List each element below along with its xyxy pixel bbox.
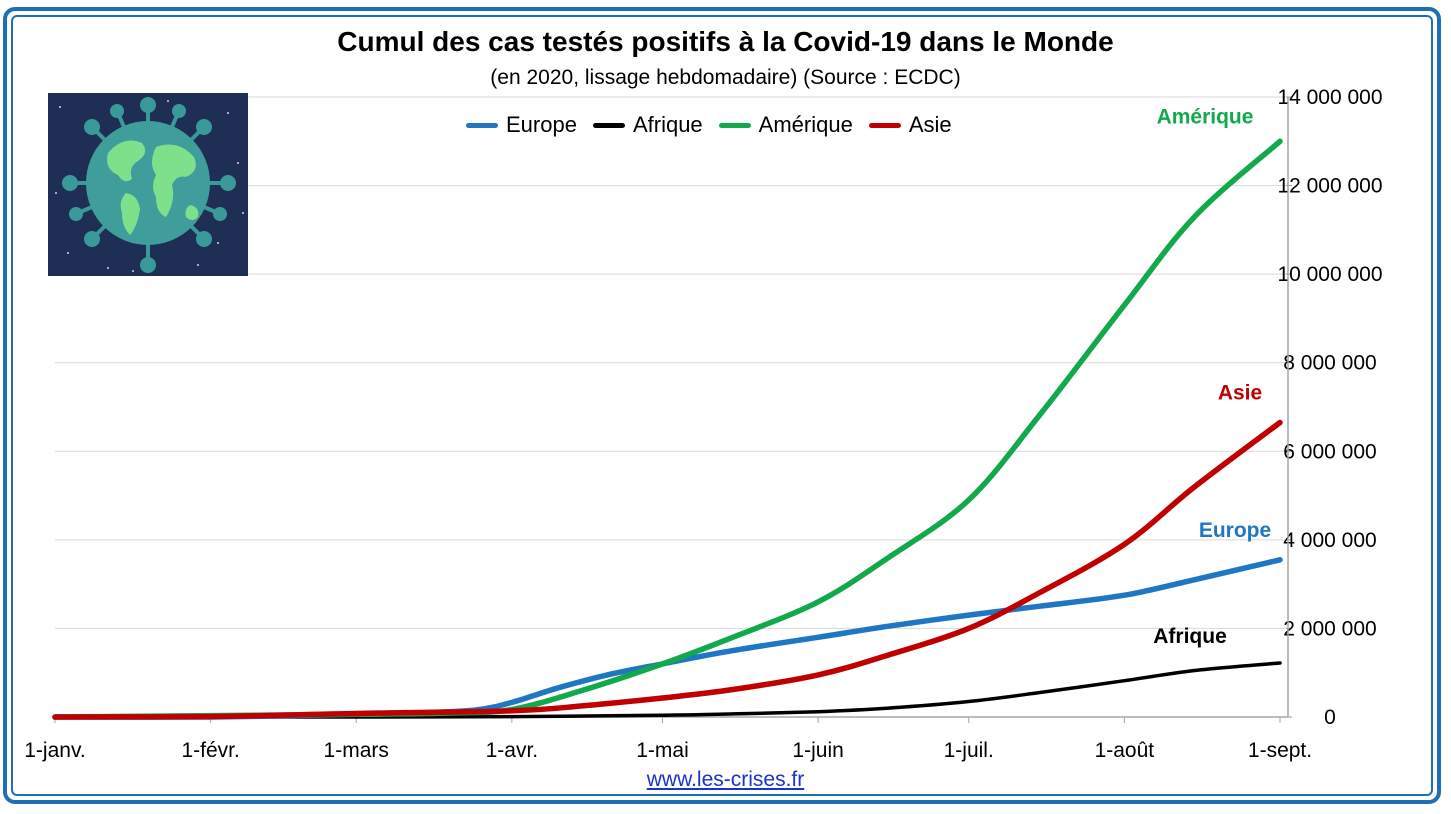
y-tick-label: 4 000 000 [1283,529,1376,552]
outer-frame [3,7,1441,804]
legend-label: Asie [908,112,952,137]
x-tick-label: 1-mars [324,739,389,762]
series-end-label: Asie [1218,382,1262,405]
legend-item: Afrique [592,112,703,138]
series-line-asie [52,419,1283,720]
inner-frame [11,15,1433,796]
y-tick-label: 8 000 000 [1283,352,1376,375]
legend-item: Europe [466,112,577,138]
x-tick-label: 1-mai [636,739,689,762]
legend-label: Amérique [758,112,853,137]
legend-swatch [868,122,901,128]
source-link[interactable]: www.les-crises.fr [646,768,805,791]
axes: 0 2 000 000 4 000 000 6 000 000 8 000 000 10 … [24,86,1382,762]
series-end-label: Afrique [1153,625,1227,648]
y-tick-label: 0 [1324,706,1336,729]
chart-subtitle: (en 2020, lissage hebdomadaire) (Source … [490,66,961,89]
x-tick-label: 1-avr. [486,739,539,762]
y-tick-label: 2 000 000 [1283,617,1376,640]
legend-swatch [718,122,751,128]
x-tick-label: 1-janv. [24,739,85,762]
legend-item: Amérique [718,112,853,138]
x-tick-label: 1-sept. [1248,739,1312,762]
series-line-europe [52,557,1283,720]
chart-title: Cumul des cas testés positifs à la Covid… [337,26,1114,57]
series-end-label: Europe [1199,519,1271,542]
y-tick-label: 12 000 000 [1277,175,1382,198]
chart-legend: Europe Afrique Amérique Asie [466,112,952,138]
series-line-afrique [53,661,1282,719]
y-tick-label: 6 000 000 [1283,440,1376,463]
legend-item: Asie [868,112,952,138]
legend-swatch [466,122,498,128]
series-end-label: Amérique [1157,105,1254,128]
legend-label: Europe [506,112,577,137]
series-end-labels: Afrique Europe Amérique Asie [1153,105,1271,648]
x-tick-label: 1-août [1095,739,1155,762]
legend-swatch [592,122,625,128]
globe-virus-icon [48,93,248,276]
x-tick-label: 1-févr. [181,739,239,762]
y-tick-label: 10 000 000 [1277,263,1382,286]
y-tick-label: 14 000 000 [1277,86,1382,109]
legend-label: Afrique [632,112,703,137]
x-tick-label: 1-juil. [944,739,994,762]
series-lines [52,138,1283,720]
x-tick-label: 1-juin [792,739,843,762]
